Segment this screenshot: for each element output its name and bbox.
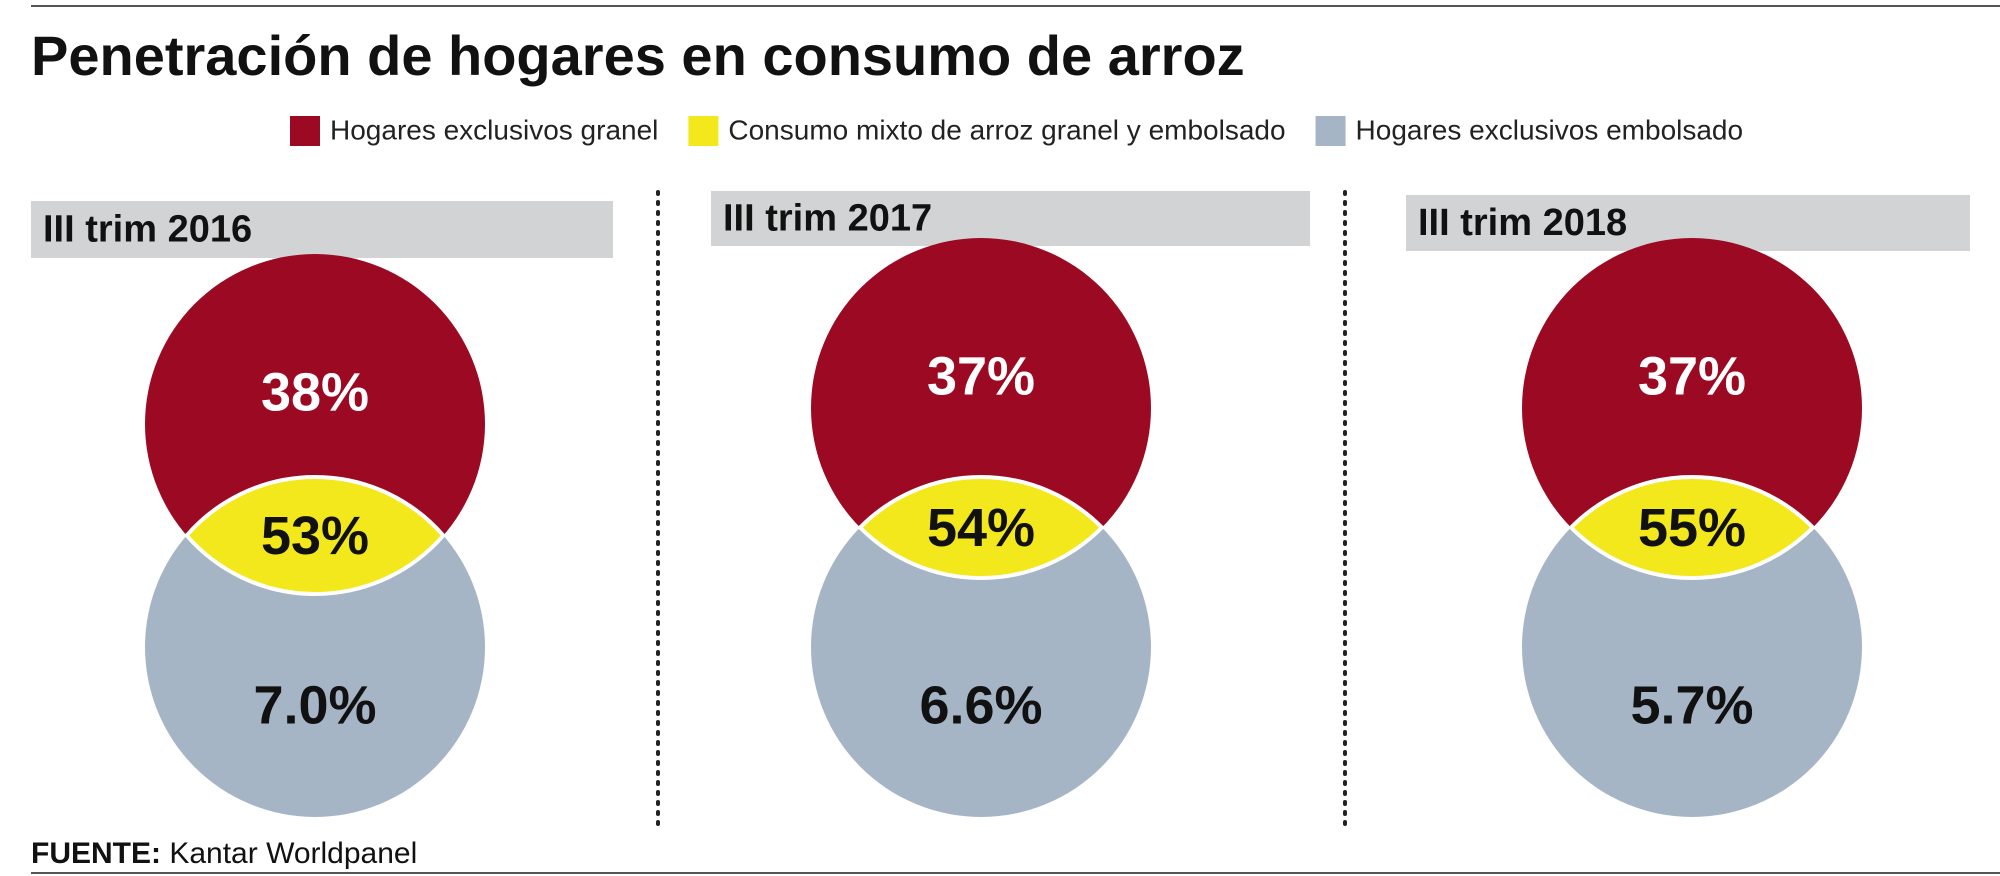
venn-overlap [1568, 475, 1816, 580]
value-label: 37% [1638, 346, 1746, 406]
panel-title: III trim 2016 [43, 209, 252, 251]
panel-title: III trim 2017 [723, 198, 932, 240]
panel-header [711, 191, 1310, 246]
legend-label: Consumo mixto de arroz granel y embolsad… [728, 114, 1285, 145]
legend-swatch [290, 116, 320, 146]
legend-label: Hogares exclusivos granel [330, 114, 658, 145]
source-label: FUENTE: [31, 837, 161, 870]
venn-overlap [857, 475, 1105, 580]
venn-circle [1522, 238, 1862, 578]
value-label: 55% [1638, 498, 1746, 558]
source-text: Kantar Worldpanel [169, 837, 417, 870]
venn-circle [1522, 477, 1862, 817]
legend-label: Hogares exclusivos embolsado [1356, 114, 1744, 145]
panel-header [31, 201, 613, 258]
legend-swatch [1315, 116, 1346, 146]
value-label: 5.7% [1630, 675, 1753, 735]
source: FUENTE: Kantar Worldpanel [31, 837, 417, 870]
value-label: 6.6% [919, 675, 1042, 735]
panel-title: III trim 2018 [1418, 202, 1627, 244]
venn-overlap [184, 475, 446, 596]
value-label: 53% [261, 506, 369, 566]
value-label: 7.0% [253, 675, 376, 735]
value-label: 37% [927, 346, 1035, 406]
chart-title: Penetración de hogares en consumo de arr… [31, 24, 1245, 87]
legend-swatch [688, 116, 719, 146]
value-label: 38% [261, 362, 369, 422]
venn-circle [811, 238, 1151, 578]
venn-circle [811, 477, 1151, 817]
value-label: 54% [927, 498, 1035, 558]
